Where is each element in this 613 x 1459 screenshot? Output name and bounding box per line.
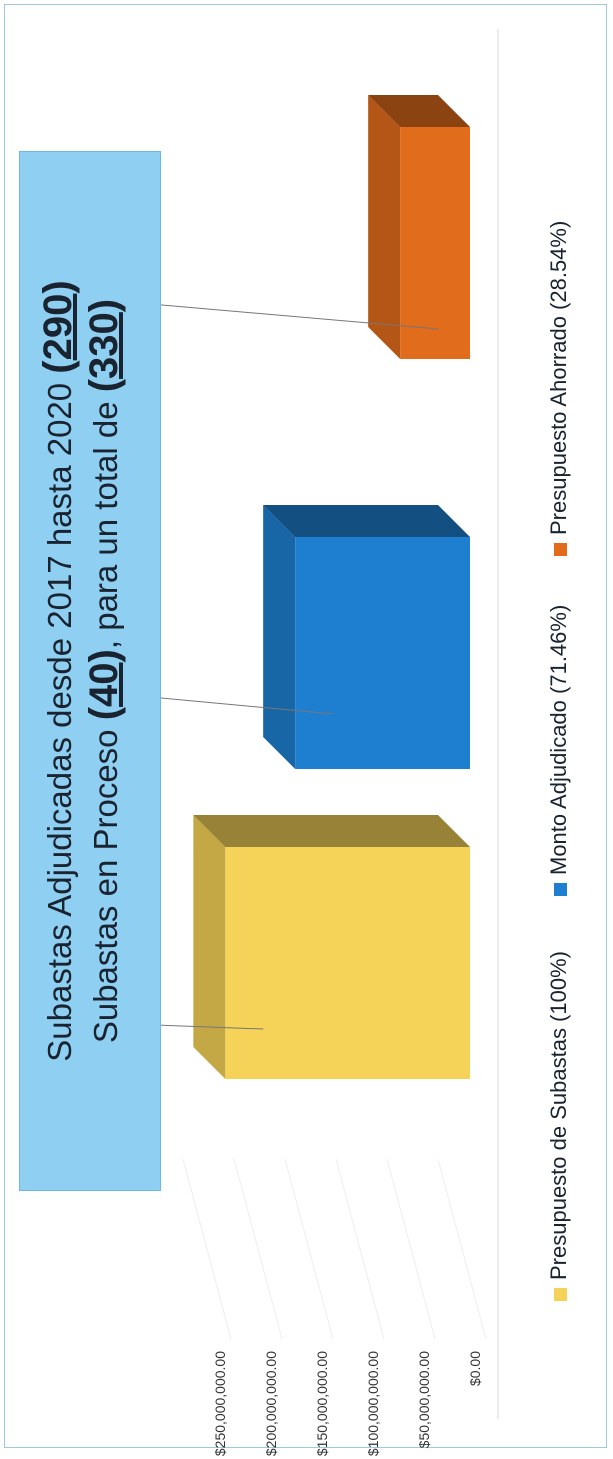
rotated-chart-stage: $0.00 $50,000,000.00 $100,000,000.00 $150,0…: [5, 5, 613, 1459]
bar-front-face: [295, 537, 470, 769]
bar-chart: $0.00 $50,000,000.00 $100,000,000.00 $150,0…: [101, 29, 499, 1456]
gridline: [284, 1158, 334, 1340]
bar-front-face: [225, 847, 470, 1079]
chart-frame: $0.00 $50,000,000.00 $100,000,000.00 $150,0…: [4, 4, 607, 1456]
chart-title-line-1: Subastas Adjudicadas desde 2017 hasta 20…: [36, 152, 82, 1190]
legend-item-ahorrado: Presupuesto Ahorrado (28.54%): [546, 221, 572, 556]
bar-top-face: [193, 815, 226, 1079]
bar-side-face: [368, 95, 470, 127]
bar-top-face: [263, 505, 296, 769]
bar-top-face: [368, 95, 401, 359]
legend-label-ahorrado: Presupuesto Ahorrado (28.54%): [546, 220, 571, 535]
y-tick-label: $50,000,000.00: [416, 1351, 432, 1449]
y-tick-label: $200,000,000.00: [263, 1351, 279, 1456]
y-tick-label: $250,000,000.00: [212, 1351, 228, 1456]
title-adjudicadas-text: Subastas Adjudicadas desde 2017 hasta 20…: [41, 382, 78, 1062]
gridline: [437, 1158, 487, 1340]
chart-title-line-2: Subastas en Proceso (40), para un total …: [82, 152, 128, 1190]
y-tick-label: $100,000,000.00: [365, 1351, 381, 1456]
bar-front-face: [400, 127, 471, 359]
legend-item-monto: Monto Adjudicado (71.46%): [546, 605, 572, 896]
chart-title-box: Subastas Adjudicadas desde 2017 hasta 20…: [19, 151, 161, 1191]
gridline: [386, 1158, 436, 1340]
bar-side-face: [193, 815, 470, 847]
legend-swatch-presupuesto: [553, 1288, 567, 1301]
gridline: [182, 1158, 232, 1340]
bar-side-face: [263, 505, 470, 537]
title-total-count: (330): [82, 298, 126, 393]
data-label-leader: [128, 694, 334, 715]
legend-label-monto: Monto Adjudicado (71.46%): [546, 604, 571, 875]
y-tick-label: $0.00: [467, 1351, 483, 1386]
title-en-proceso-text: Subastas en Proceso: [87, 729, 124, 1044]
legend-label-presupuesto: Presupuesto de Subastas (100%): [546, 951, 571, 1280]
gridline: [233, 1158, 283, 1340]
y-tick-label: $150,000,000.00: [314, 1351, 330, 1456]
title-total-text: , para un total de: [87, 401, 124, 650]
title-en-proceso-count: (40): [82, 649, 126, 721]
gridline: [335, 1158, 385, 1340]
title-adjudicadas-count: (290): [36, 280, 80, 374]
legend-swatch-monto: [553, 883, 567, 896]
legend-swatch-ahorrado: [553, 543, 567, 556]
data-label-leader: [154, 1024, 264, 1030]
chart-legend: Presupuesto de Subastas (100%) Monto Adj…: [540, 21, 580, 1301]
data-label-leader: [138, 302, 439, 330]
legend-item-presupuesto: Presupuesto de Subastas (100%): [546, 951, 572, 1301]
